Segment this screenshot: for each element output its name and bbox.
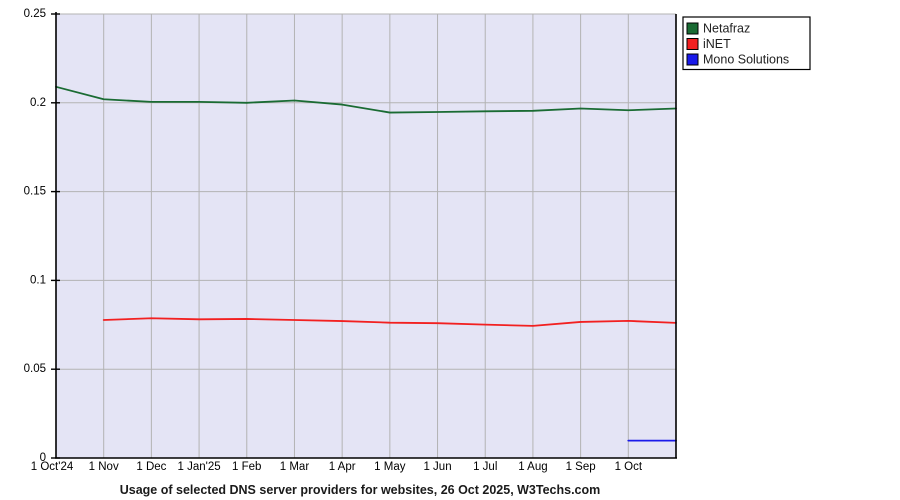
- x-tick-label: 1 Oct: [615, 461, 643, 473]
- x-axis-tick-labels: 1 Oct'24 1 Nov 1 Dec 1 Jan'25 1 Feb 1 Mar 1 Ap…: [31, 461, 643, 473]
- chart-caption: Usage of selected DNS server providers f…: [120, 483, 601, 497]
- x-tick-label: 1 Jul: [473, 461, 497, 473]
- legend-box: [682, 16, 811, 71]
- legend-swatch: [686, 22, 699, 35]
- y-tick-label: 0.2: [30, 97, 46, 109]
- y-tick-label: 0.15: [24, 186, 46, 198]
- x-tick-label: 1 Nov: [89, 461, 119, 473]
- y-tick-label: 0.1: [30, 274, 46, 286]
- gridlines: [56, 13, 676, 458]
- x-tick-label: 1 Jan'25: [178, 461, 221, 473]
- plot-background: [56, 14, 676, 458]
- x-tick-label: 1 Apr: [329, 461, 356, 473]
- y-axis-tick-labels: 0 0.05 0.1 0.15 0.2 0.25: [24, 8, 60, 464]
- x-tick-label: 1 Jun: [423, 461, 451, 473]
- x-tick-label: 1 Dec: [136, 461, 166, 473]
- x-tick-label: 1 Oct'24: [31, 461, 74, 473]
- x-tick-label: 1 May: [374, 461, 406, 473]
- y-tick-label: 0.05: [24, 363, 46, 375]
- x-tick-label: 1 Sep: [566, 461, 596, 473]
- axis-lines: [55, 12, 677, 459]
- legend-label: iNET: [703, 37, 731, 51]
- legend-label: Netafraz: [703, 21, 750, 35]
- legend-swatch: [686, 38, 699, 50]
- series-line-netafraz: [55, 85, 677, 114]
- series-line-inet: [102, 317, 677, 327]
- y-tick-label: 0.25: [24, 8, 46, 20]
- legend-label: Mono Solutions: [703, 52, 789, 66]
- x-tick-label: 1 Aug: [518, 461, 547, 473]
- x-tick-label: 1 Feb: [232, 461, 261, 473]
- legend-swatch: [686, 53, 699, 66]
- data-series-layer: [55, 85, 677, 442]
- x-tick-label: 1 Mar: [280, 461, 310, 473]
- y-tick-label: 0: [40, 452, 46, 464]
